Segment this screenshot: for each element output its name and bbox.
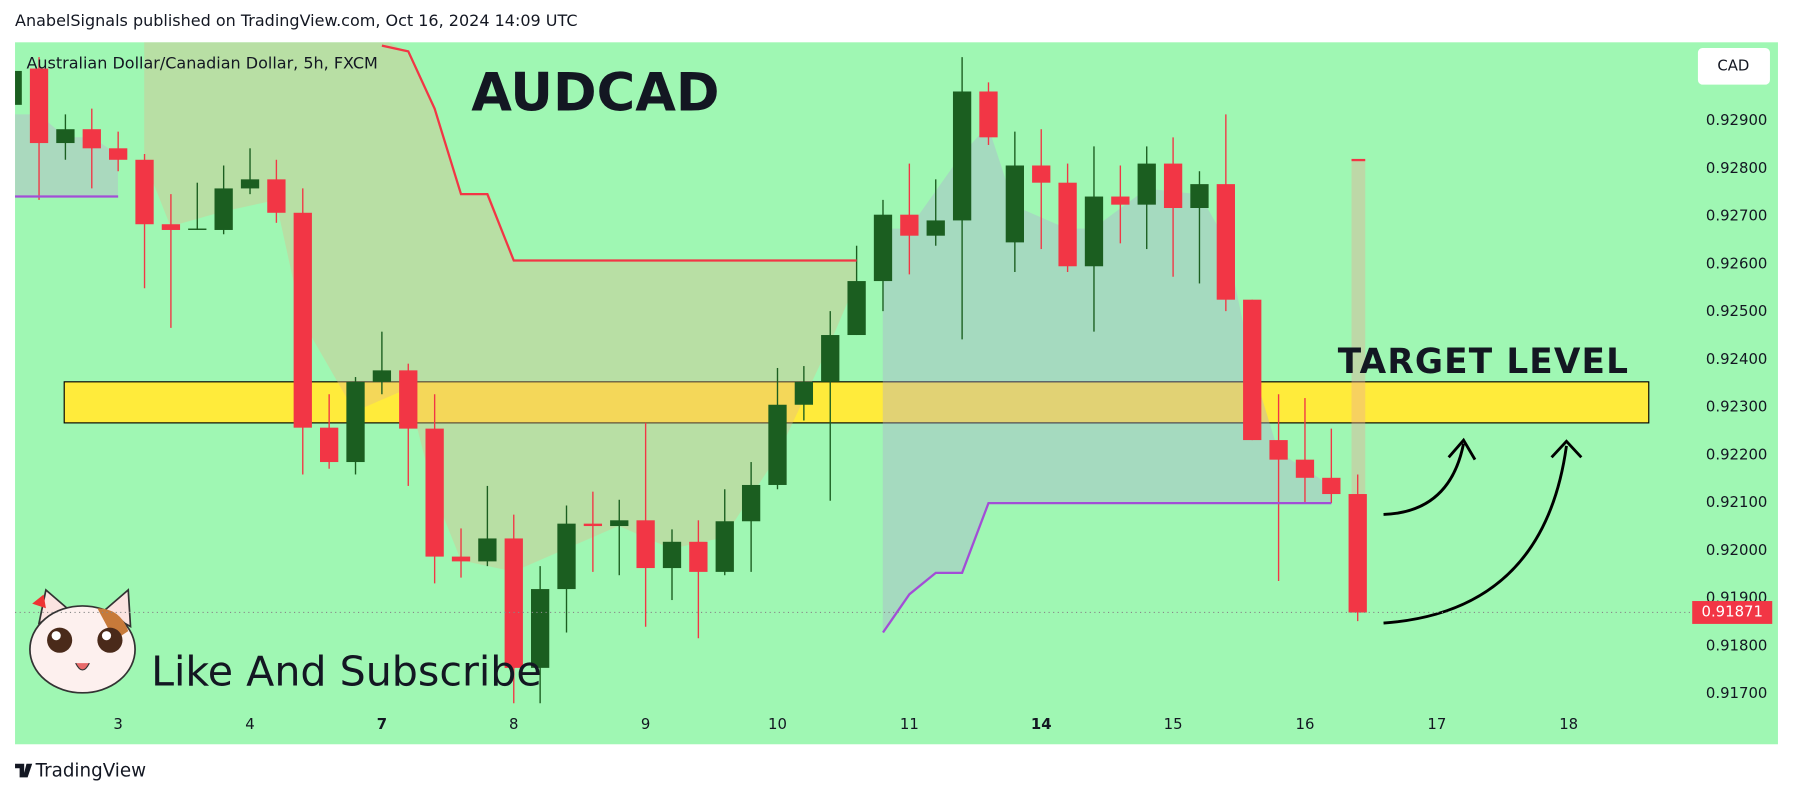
candle-body [214,188,233,230]
candle-body [109,148,128,160]
candle-body [1295,459,1315,478]
candle-body [1243,299,1262,441]
x-tick-label: 18 [1559,715,1578,733]
y-tick-label: 0.92700 [1706,207,1767,225]
candle-body [161,224,181,230]
cat-icon [29,588,136,694]
currency: CAD [1717,56,1749,74]
candle-body [346,381,365,463]
last-price-box [1692,601,1773,624]
candle-body [583,523,603,527]
candle-body [1032,165,1051,183]
annotation: TARGET LEVEL [1338,342,1629,382]
candle-body [926,220,945,236]
candle-body [821,335,840,382]
title: AUDCAD [471,63,719,124]
x-tick-label: 4 [245,715,254,733]
candle-body [741,484,761,522]
y-tick-label: 0.92500 [1706,302,1767,320]
y-tick-label: 0.91800 [1706,636,1767,654]
y-tick-label: 0.92400 [1706,350,1767,368]
candle-body [82,129,101,149]
x-tick-label: 17 [1427,715,1446,733]
candle-body [1084,196,1104,267]
candle-body [56,129,75,144]
candle-body [1111,196,1130,205]
candle-body [952,91,972,221]
y-tick-label: 0.92200 [1706,445,1767,463]
candle-body [557,523,576,590]
arrow-head [1550,439,1583,459]
candle-body [504,538,523,668]
x-tick-label: 14 [1031,715,1052,733]
y-tick-label: 0.92300 [1706,398,1767,416]
candle-body [689,541,708,572]
y-tick-label: 0.92900 [1706,111,1767,129]
candle-body [1216,184,1235,300]
y-tick-label: 0.92800 [1706,159,1767,177]
candle-body [530,589,550,668]
y-tick-label: 0.92100 [1706,493,1767,511]
candle-body [1322,477,1341,495]
arrow [1383,443,1465,516]
arrow-head [1447,437,1477,461]
last-price-label: 0.91871 [1702,602,1763,620]
candle-body [715,521,734,572]
candle-body [478,538,497,562]
x-tick-label: 8 [509,715,518,733]
x-tick-label: 15 [1164,715,1183,733]
candle-body [1005,165,1025,243]
x-tick-label: 7 [377,715,387,733]
candle-body [29,68,49,144]
candle-body [900,214,919,236]
candle-body [240,179,260,189]
y-tick-label: 0.92600 [1706,254,1767,272]
candle-body [636,520,655,569]
candle-body [425,428,444,557]
candle-body [399,370,418,429]
logo: TradingView [15,761,146,782]
y-tick-label: 0.91700 [1706,684,1767,702]
candle-body [1163,163,1183,209]
currency-box [1697,48,1770,85]
candle-body [267,179,286,213]
header: AnabelSignals published on TradingView.c… [15,11,577,30]
arrows [1383,437,1583,625]
candle-body [320,427,339,463]
candle-body [15,70,22,105]
x-tick-label: 10 [768,715,787,733]
candle-body [768,404,787,485]
target-zone [63,381,1650,424]
candle-body [1348,494,1367,613]
x-tick-label: 3 [113,715,122,733]
candle-body [662,541,682,569]
candle-body [610,520,629,527]
arrow [1383,445,1568,625]
candle-body [293,212,312,428]
candle-body [873,214,893,282]
candle-body [1269,440,1288,460]
footer: TradingView [35,761,147,782]
candle-body [135,159,154,225]
candle-body [1190,184,1209,209]
indicator-line [381,44,857,262]
x-tick-label: 9 [641,715,650,733]
candle-body [451,556,471,562]
candle-body [847,281,866,336]
candle-body [979,91,998,138]
area [144,42,857,572]
symbol: Australian Dollar/Canadian Dollar, 5h, F… [26,54,377,73]
y-tick-label: 0.92000 [1706,541,1767,559]
candle-body [794,381,814,405]
annotation: Like And Subscribe [151,648,542,696]
candle-body [1058,182,1077,267]
indicator-line [882,501,1332,634]
candle-body [1137,163,1156,205]
candle-body [372,370,392,382]
candle-body [188,228,207,230]
x-tick-label: 11 [900,715,919,733]
x-tick-label: 16 [1296,715,1315,733]
